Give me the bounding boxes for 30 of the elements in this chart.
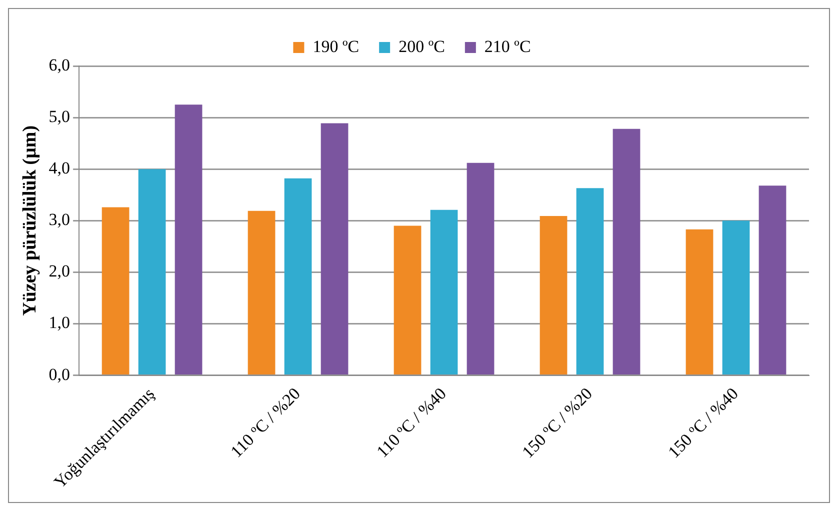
bar [284, 178, 312, 375]
y-tick-label: 5,0 [48, 107, 70, 126]
x-tick-label: 110 ºC / %20 [226, 384, 304, 462]
legend-label: 210 ºC [484, 36, 531, 56]
bar [758, 186, 786, 375]
y-tick-label: 6,0 [48, 55, 70, 74]
bar [174, 104, 202, 375]
bar [430, 210, 458, 375]
legend-label: 190 ºC [312, 36, 360, 56]
y-tick-label: 1,0 [48, 313, 70, 332]
legend-label: 200 ºC [398, 36, 445, 56]
bar [102, 207, 130, 375]
bar [576, 188, 604, 375]
bar [248, 210, 276, 375]
x-tick-label: 110 ºC / %40 [372, 384, 450, 462]
bar [320, 123, 348, 375]
y-tick-label: 3,0 [48, 210, 70, 230]
y-tick-label: 2,0 [48, 262, 70, 281]
bar [612, 128, 640, 375]
bar [686, 229, 714, 375]
bar [394, 226, 422, 375]
y-tick-label: 0,0 [48, 364, 70, 384]
bar [466, 162, 494, 375]
x-tick-label: 150 ºC / %20 [518, 384, 596, 462]
bar [138, 169, 166, 375]
x-tick-label: 150 ºC / %40 [664, 384, 742, 462]
bar [540, 216, 568, 375]
y-tick-label: 4,0 [48, 158, 70, 178]
y-axis-title: Yüzey pürüzlülük (µm) [19, 125, 40, 316]
bar [722, 220, 750, 375]
